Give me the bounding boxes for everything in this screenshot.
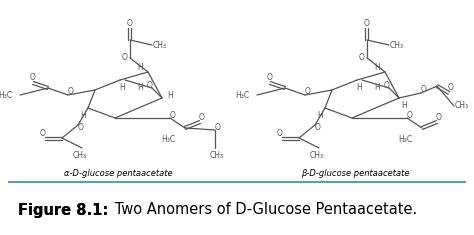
Text: O: O — [359, 54, 365, 63]
Text: H₃C: H₃C — [235, 90, 249, 99]
Text: O: O — [40, 129, 46, 137]
Text: CH₃: CH₃ — [153, 40, 167, 50]
Text: Two Anomers of D-Glucose Pentaacetate.: Two Anomers of D-Glucose Pentaacetate. — [110, 203, 418, 218]
Text: O: O — [170, 110, 176, 120]
Text: O: O — [267, 74, 273, 82]
Text: O: O — [30, 74, 36, 82]
Text: O: O — [122, 54, 128, 63]
Text: H: H — [317, 111, 323, 121]
Text: H₃C: H₃C — [398, 136, 412, 145]
Text: O: O — [127, 20, 133, 28]
Text: β-D-glucose pentaacetate: β-D-glucose pentaacetate — [301, 168, 409, 177]
Text: H: H — [137, 63, 143, 71]
Text: O: O — [364, 20, 370, 28]
Text: O: O — [407, 110, 413, 120]
Text: H: H — [167, 91, 173, 101]
Text: O: O — [448, 83, 454, 93]
Text: O: O — [421, 86, 427, 94]
Text: O: O — [436, 113, 442, 121]
Text: H₃C: H₃C — [0, 90, 12, 99]
Text: H: H — [401, 102, 407, 110]
Text: H: H — [374, 83, 380, 93]
Text: H: H — [119, 83, 125, 93]
Text: CH₃: CH₃ — [390, 40, 404, 50]
Text: H₃C: H₃C — [161, 136, 175, 145]
Text: Figure 8.1:: Figure 8.1: — [18, 203, 108, 218]
Text: H: H — [356, 83, 362, 93]
Text: α-D-glucose pentaacetate: α-D-glucose pentaacetate — [64, 168, 173, 177]
Text: CH₃: CH₃ — [455, 102, 469, 110]
Text: H: H — [80, 111, 86, 121]
Text: O: O — [315, 122, 321, 132]
Text: H: H — [374, 63, 380, 71]
Text: O: O — [147, 81, 153, 90]
Text: H: H — [137, 83, 143, 93]
Text: CH₃: CH₃ — [310, 152, 324, 161]
Text: Figure 8.1:: Figure 8.1: — [18, 203, 108, 218]
Text: O: O — [384, 81, 390, 90]
Text: O: O — [199, 113, 205, 121]
Text: O: O — [78, 122, 84, 132]
Text: CH₃: CH₃ — [73, 152, 87, 161]
Text: CH₃: CH₃ — [210, 150, 224, 160]
Text: O: O — [215, 122, 221, 132]
Text: O: O — [277, 129, 283, 137]
Text: O: O — [68, 87, 74, 97]
Text: O: O — [305, 87, 311, 97]
